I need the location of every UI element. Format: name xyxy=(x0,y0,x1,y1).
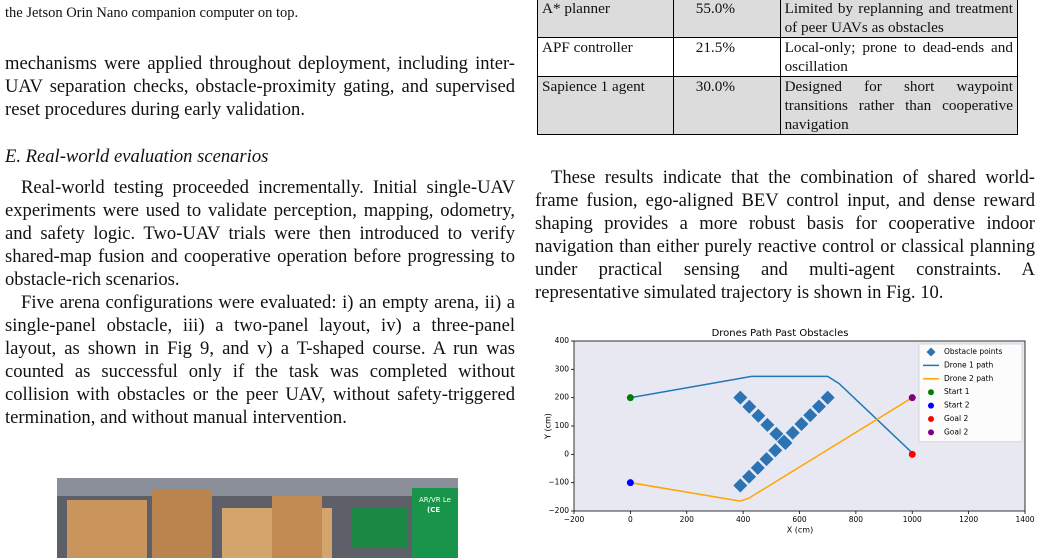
y-tick-label: −100 xyxy=(548,478,569,487)
legend-label: Obstacle points xyxy=(944,347,1002,356)
point xyxy=(733,478,748,493)
point xyxy=(785,425,800,440)
paragraph: These results indicate that the combinat… xyxy=(535,167,1035,303)
photo-text: (CE xyxy=(427,506,440,514)
photo-text: AR/VR Le xyxy=(419,496,451,504)
point xyxy=(778,436,793,450)
point xyxy=(759,452,774,467)
table-row: APF controller 21.5% Local-only; prone to … xyxy=(537,37,1019,77)
photo: AR/VR Le (CE xyxy=(57,478,458,558)
table-cell: Designed for short waypoint transitions … xyxy=(779,76,1019,135)
x-tick-label: 600 xyxy=(792,515,807,524)
legend-swatch xyxy=(928,389,934,396)
x-tick-label: 400 xyxy=(736,515,751,524)
x-tick-label: 200 xyxy=(680,515,695,524)
legend-swatch xyxy=(928,416,934,422)
y-tick-label: −200 xyxy=(548,506,569,515)
table-cell: 55.0% xyxy=(672,0,781,38)
point xyxy=(908,450,916,458)
point xyxy=(794,417,809,432)
x-tick-label: 1400 xyxy=(1015,515,1034,524)
point xyxy=(908,394,916,402)
point xyxy=(626,394,634,402)
point xyxy=(751,408,766,423)
panel xyxy=(67,500,147,558)
point xyxy=(742,469,757,484)
table-cell: Limited by replanning and treatment of p… xyxy=(779,0,1019,38)
x-tick-label: 1200 xyxy=(959,515,978,524)
table-row: A* planner 55.0% Limited by replanning and… xyxy=(537,0,1019,38)
point xyxy=(811,399,826,414)
paragraph: mechanisms were applied throughout deplo… xyxy=(5,53,515,120)
legend-swatch xyxy=(928,402,934,409)
point xyxy=(803,408,818,423)
y-axis-label: Y (cm) xyxy=(544,413,553,440)
section-heading: E. Real-world evaluation scenarios xyxy=(5,146,269,167)
panel xyxy=(152,490,212,558)
point xyxy=(733,390,748,405)
table-cell: Sapience 1 agent xyxy=(537,76,674,135)
x-tick-label: 0 xyxy=(628,515,633,524)
point xyxy=(750,460,765,475)
y-tick-label: 300 xyxy=(555,364,570,373)
y-tick-label: 400 xyxy=(555,336,570,345)
y-tick-label: 200 xyxy=(555,393,570,402)
table-cell: A* planner xyxy=(537,0,674,38)
point xyxy=(768,443,783,458)
legend-swatch xyxy=(928,429,934,436)
legend-box xyxy=(918,343,1023,443)
table-cell: Local-only; prone to dead-ends and oscil… xyxy=(779,37,1019,77)
legend-swatch xyxy=(926,347,936,357)
legend-label: Drone 1 path xyxy=(944,360,993,369)
caption-tail: the Jetson Orin Nano companion computer … xyxy=(5,5,299,21)
point xyxy=(742,399,757,414)
results-table: A* planner 55.0% Limited by replanning and… xyxy=(537,0,1019,135)
screen xyxy=(412,488,458,558)
table-row: Sapience 1 agent 30.0% Designed for short … xyxy=(537,76,1019,135)
x-tick-label: 1000 xyxy=(903,515,922,524)
screen xyxy=(352,508,407,548)
point xyxy=(760,417,775,432)
path-line xyxy=(630,375,913,454)
chart-title: Drones Path Past Obstacles xyxy=(712,328,849,339)
y-tick-label: 100 xyxy=(555,421,570,430)
point xyxy=(769,426,784,441)
legend-label: Start 2 xyxy=(944,401,970,410)
panel xyxy=(272,496,322,558)
point xyxy=(820,390,835,405)
point xyxy=(626,479,634,487)
path-line xyxy=(630,397,913,502)
x-axis-label: X (cm) xyxy=(787,526,813,535)
paragraph: Five arena configurations were evaluated… xyxy=(5,292,515,428)
y-tick-label: 0 xyxy=(564,449,569,458)
paragraph: Real-world testing proceeded incremental… xyxy=(5,177,515,290)
legend-label: Goal 2 xyxy=(944,427,968,436)
table-cell: 30.0% xyxy=(672,76,781,135)
legend-label: Start 1 xyxy=(944,387,970,396)
x-tick-label: −200 xyxy=(564,515,585,524)
legend-label: Goal 2 xyxy=(944,414,968,423)
section-body: Real-world testing proceeded incremental… xyxy=(5,176,515,429)
table-cell: APF controller xyxy=(537,37,674,77)
x-tick-label: 800 xyxy=(849,515,864,524)
table-body: A* planner 55.0% Limited by replanning and… xyxy=(537,0,1019,135)
legend-label: Drone 2 path xyxy=(944,374,993,383)
